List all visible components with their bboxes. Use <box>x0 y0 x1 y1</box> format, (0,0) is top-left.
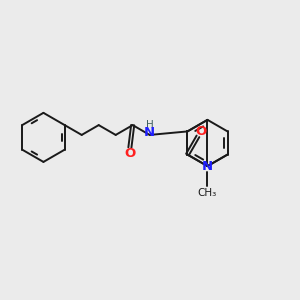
Text: H: H <box>146 120 154 130</box>
Text: O: O <box>124 147 136 161</box>
Text: O: O <box>195 125 206 138</box>
Text: N: N <box>202 160 213 172</box>
Text: N: N <box>144 126 155 139</box>
Text: CH₃: CH₃ <box>198 188 217 198</box>
